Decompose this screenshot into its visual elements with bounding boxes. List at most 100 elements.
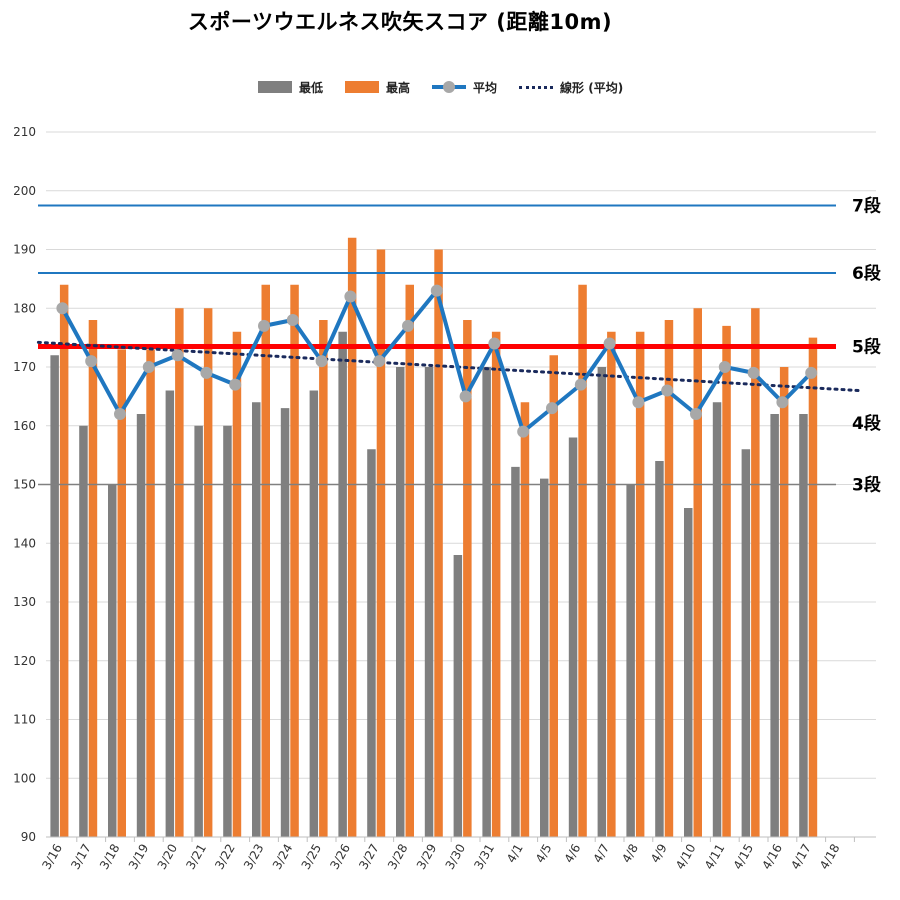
x-tick-label: 4/6 <box>562 842 584 866</box>
average-point <box>632 396 645 409</box>
bar-min <box>597 367 607 837</box>
bar-min <box>79 425 88 837</box>
bar-max <box>635 331 645 837</box>
bar-min <box>568 437 578 837</box>
x-tick-label: 3/31 <box>471 842 497 872</box>
y-tick-label: 180 <box>13 301 36 315</box>
x-tick-label: 3/25 <box>299 842 325 872</box>
bar-max <box>664 320 674 837</box>
bar-max <box>146 349 155 837</box>
reference-label: 7段 <box>852 195 881 216</box>
bar-max <box>808 337 818 837</box>
y-tick-label: 200 <box>13 184 36 198</box>
x-tick-label: 4/10 <box>673 842 699 872</box>
legend-item-min: 最低 <box>258 79 323 96</box>
average-point <box>171 349 184 362</box>
bar-max <box>578 284 587 837</box>
y-tick-label: 170 <box>13 360 36 374</box>
average-point <box>286 314 299 326</box>
average-point <box>776 396 789 409</box>
bar-max <box>520 402 530 837</box>
x-tick-label: 3/24 <box>270 842 296 872</box>
bar-max <box>232 331 242 837</box>
y-tick-label: 120 <box>13 654 36 668</box>
reference-label: 5段 <box>852 336 881 357</box>
bar-max <box>491 331 501 837</box>
chart-title: スポーツウエルネス吹矢スコア (距離10m) <box>187 10 613 34</box>
bars-layer <box>50 237 818 837</box>
x-tick-label: 4/1 <box>504 842 526 866</box>
bar-min <box>194 425 203 837</box>
average-point <box>344 290 357 303</box>
bar-min <box>655 461 664 837</box>
x-tick-label: 4/5 <box>533 842 555 866</box>
bar-min <box>338 331 347 837</box>
bar-max <box>463 320 472 837</box>
reference-label: 4段 <box>852 413 881 434</box>
average-point <box>114 408 126 420</box>
x-tick-label: 3/28 <box>385 842 411 872</box>
trend-line <box>36 340 860 392</box>
legend-item-max: 最高 <box>345 79 410 96</box>
bar-max <box>203 308 213 837</box>
bar-min <box>799 414 808 837</box>
bar-max <box>347 237 357 837</box>
bar-max <box>722 325 731 837</box>
reference-lines-layer: 7段 6段 5段 4段 3段 <box>38 195 881 496</box>
bar-max <box>117 349 126 837</box>
bar-max <box>175 308 184 837</box>
legend-label-max: 最高 <box>386 80 411 95</box>
legend-dots-trend <box>519 85 554 89</box>
bar-min <box>482 367 491 837</box>
bar-max <box>88 320 98 837</box>
x-tick-label: 4/15 <box>731 842 757 872</box>
x-tick-label: 4/9 <box>648 842 670 866</box>
x-tick-label: 4/17 <box>788 842 814 872</box>
bar-max <box>319 320 328 837</box>
bar-max <box>290 284 299 837</box>
bar-min <box>280 408 290 837</box>
bar-min <box>511 466 520 837</box>
bar-min <box>50 355 59 837</box>
bar-max <box>376 249 386 837</box>
bar-min <box>626 484 635 837</box>
bar-min <box>741 449 751 837</box>
bar-min <box>424 367 434 837</box>
x-tick-label: 4/11 <box>702 842 728 872</box>
x-tick-label: 3/29 <box>414 842 440 872</box>
legend-swatch-max <box>345 81 380 93</box>
legend-label-min: 最低 <box>299 80 324 95</box>
y-tick-label: 100 <box>13 771 36 785</box>
x-tick-label: 4/8 <box>619 842 641 866</box>
average-point <box>56 302 69 315</box>
x-tick-label: 3/16 <box>39 842 65 872</box>
average-line-layer <box>56 284 818 438</box>
bar-max <box>434 249 443 837</box>
x-tick-label: 3/18 <box>97 842 123 872</box>
average-point <box>85 355 98 368</box>
y-tick-label: 90 <box>21 830 36 844</box>
bar-min <box>684 508 693 837</box>
y-tick-label: 160 <box>13 419 36 433</box>
bar-min <box>453 555 463 837</box>
average-point <box>546 402 558 415</box>
x-tick-label: 3/26 <box>327 842 353 872</box>
x-tick-label: 3/20 <box>155 842 181 872</box>
bar-min <box>136 414 146 837</box>
bar-max <box>59 284 69 837</box>
average-point <box>517 425 530 438</box>
average-point <box>142 361 155 373</box>
reference-label: 3段 <box>852 475 881 496</box>
average-point <box>229 378 242 391</box>
x-tick-label: 4/16 <box>759 842 785 872</box>
legend-item-avg: 平均 <box>432 79 497 96</box>
x-tick-label: 3/22 <box>212 842 238 872</box>
average-point <box>430 284 443 297</box>
x-tick-label: 3/21 <box>183 842 209 872</box>
average-point <box>373 355 386 368</box>
average-point <box>661 384 674 397</box>
average-point <box>805 366 818 379</box>
bar-max <box>693 308 702 837</box>
bar-min <box>309 390 319 837</box>
x-tick-label: 3/27 <box>356 842 382 872</box>
